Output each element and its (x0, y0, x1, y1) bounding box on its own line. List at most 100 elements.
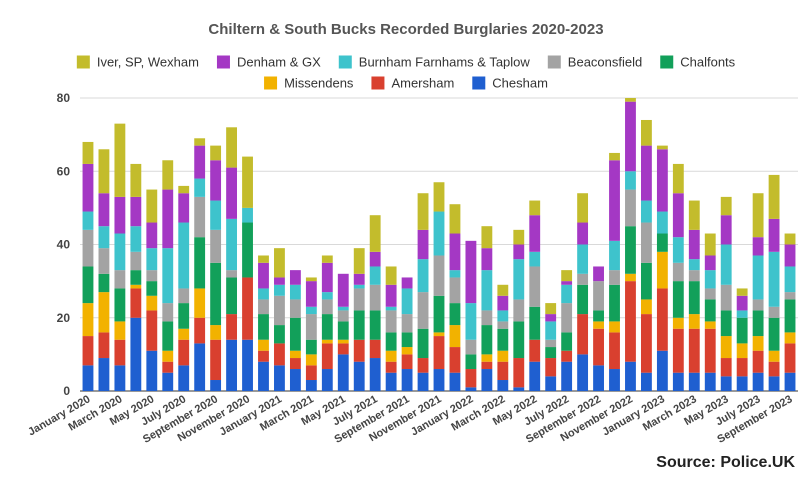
bar-chalfonts-june-2023 (736, 317, 748, 344)
legend-label: Iver, SP, Wexham (97, 55, 199, 70)
bar-beaconsfield-june-2022 (545, 339, 557, 348)
bar-missendens-september-2020 (210, 325, 222, 340)
bar-chalfonts-august-2020 (194, 237, 206, 289)
bar-missendens-february-2022 (481, 354, 493, 362)
bar-beaconsfield-may-2020 (146, 270, 158, 282)
bar-chesham-april-2023 (704, 372, 716, 391)
bar-stack-january-2022 (465, 240, 477, 391)
bar-missendens-february-2023 (672, 317, 684, 329)
bar-iver-sp-wexham-october-2021 (417, 193, 429, 230)
bar-missendens-october-2022 (609, 321, 620, 333)
bar-denham-gx-may-2021 (337, 273, 349, 307)
bar-burnham-farnhams-taplow-may-2023 (720, 244, 732, 285)
y-tick-label: 40 (57, 238, 71, 252)
legend-item-chalfonts: Chalfonts (660, 55, 736, 70)
bar-iver-sp-wexham-february-2023 (672, 163, 684, 194)
bar-chalfonts-december-2022 (640, 262, 652, 300)
bar-chalfonts-august-2021 (385, 332, 397, 351)
bar-chesham-october-2020 (226, 339, 238, 391)
bar-stack-april-2020 (130, 163, 142, 391)
bar-stack-july-2020 (178, 185, 190, 391)
bar-iver-sp-wexham-may-2022 (529, 200, 541, 216)
bar-burnham-farnhams-taplow-june-2020 (162, 248, 174, 304)
bar-stack-october-2020 (226, 127, 238, 391)
bar-stack-january-2023 (656, 145, 668, 391)
bar-burnham-farnhams-taplow-december-2020 (258, 288, 269, 300)
bar-burnham-farnhams-taplow-january-2020 (82, 211, 94, 230)
legend-swatch (660, 55, 674, 69)
bar-stack-august-2022 (577, 193, 589, 391)
bar-beaconsfield-march-2023 (688, 270, 700, 282)
bar-iver-sp-wexham-august-2023 (768, 174, 780, 219)
bar-chesham-january-2023 (656, 350, 668, 391)
bar-beaconsfield-february-2023 (672, 262, 684, 282)
bar-chalfonts-october-2020 (226, 277, 238, 315)
bar-chalfonts-july-2020 (178, 303, 190, 329)
bar-chalfonts-november-2022 (625, 226, 636, 274)
bar-burnham-farnhams-taplow-november-2022 (625, 171, 636, 190)
bar-stack-february-2021 (289, 270, 301, 391)
bar-denham-gx-june-2022 (545, 314, 557, 322)
bar-chalfonts-may-2020 (146, 281, 158, 296)
bar-chesham-august-2022 (577, 354, 589, 391)
bar-chesham-september-2020 (210, 380, 222, 391)
bar-missendens-september-2021 (401, 347, 413, 355)
bar-chalfonts-july-2022 (561, 332, 573, 351)
bar-denham-gx-september-2020 (210, 160, 222, 201)
bar-amersham-april-2023 (704, 328, 716, 373)
bar-beaconsfield-january-2022 (465, 339, 477, 355)
bar-amersham-november-2021 (433, 336, 445, 370)
bar-denham-gx-july-2021 (369, 251, 381, 267)
bar-denham-gx-may-2022 (529, 215, 541, 252)
bar-chalfonts-september-2023 (784, 299, 796, 333)
bar-amersham-june-2023 (736, 358, 748, 377)
legend-swatch (547, 55, 561, 69)
bar-chalfonts-september-2020 (210, 262, 222, 326)
bar-amersham-july-2022 (561, 350, 573, 362)
bar-iver-sp-wexham-september-2020 (210, 145, 222, 161)
bar-chesham-november-2020 (242, 339, 253, 391)
bar-beaconsfield-august-2020 (194, 196, 206, 238)
bar-chalfonts-april-2020 (130, 270, 142, 285)
bar-burnham-farnhams-taplow-february-2023 (672, 237, 684, 263)
bar-iver-sp-wexham-august-2022 (577, 193, 589, 223)
bar-chalfonts-july-2021 (369, 310, 381, 340)
bar-iver-sp-wexham-september-2023 (784, 233, 796, 245)
bar-chalfonts-october-2021 (417, 328, 429, 359)
y-tick-label: 20 (57, 311, 71, 325)
bar-denham-gx-june-2021 (353, 273, 365, 285)
bar-burnham-farnhams-taplow-april-2022 (513, 259, 525, 300)
bar-denham-gx-january-2020 (82, 163, 94, 212)
bar-missendens-august-2020 (194, 288, 206, 318)
bar-chalfonts-april-2023 (704, 299, 716, 322)
bar-missendens-march-2022 (497, 350, 509, 362)
bar-iver-sp-wexham-august-2021 (385, 266, 397, 285)
bar-burnham-farnhams-taplow-july-2023 (752, 255, 764, 300)
bars (82, 98, 796, 391)
bar-iver-sp-wexham-april-2022 (513, 229, 525, 245)
bar-chesham-february-2022 (481, 369, 493, 391)
bar-stack-april-2022 (513, 229, 525, 391)
bar-beaconsfield-november-2022 (625, 189, 636, 227)
bar-chalfonts-april-2022 (513, 321, 525, 359)
bar-iver-sp-wexham-december-2021 (449, 204, 461, 234)
bar-chalfonts-august-2023 (768, 317, 780, 351)
bar-chalfonts-february-2023 (672, 281, 684, 318)
bar-denham-gx-february-2023 (672, 193, 684, 238)
bar-chalfonts-february-2022 (481, 325, 493, 355)
legend-item-amersham: Amersham (371, 76, 454, 91)
legend-item-beaconsfield: Beaconsfield (547, 55, 642, 70)
bar-stack-may-2021 (337, 273, 349, 391)
bar-stack-june-2022 (545, 303, 557, 391)
bar-stack-september-2020 (210, 145, 222, 391)
bar-burnham-farnhams-taplow-april-2020 (130, 226, 142, 252)
bar-missendens-december-2020 (258, 339, 269, 351)
bar-amersham-march-2023 (688, 328, 700, 373)
bar-missendens-february-2021 (289, 350, 301, 359)
bar-amersham-july-2021 (369, 339, 381, 359)
bar-missendens-april-2021 (321, 339, 333, 344)
bar-stack-january-2020 (82, 141, 94, 391)
bar-iver-sp-wexham-july-2022 (561, 270, 573, 282)
bar-chalfonts-november-2021 (433, 295, 445, 333)
